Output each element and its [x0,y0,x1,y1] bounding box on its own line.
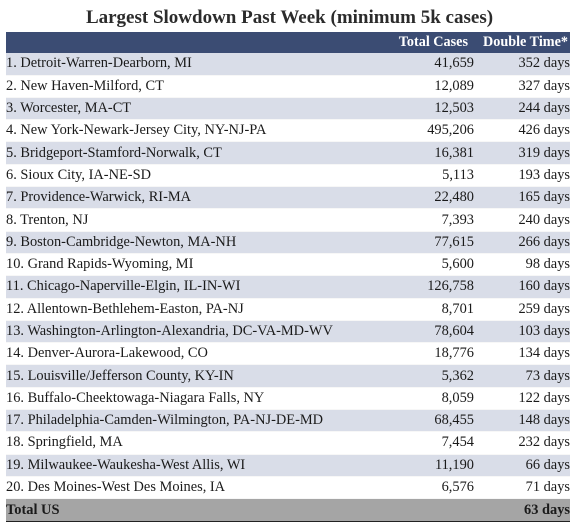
double-time-cell: 259 days [474,298,570,320]
total-cases-cell: 16,381 [380,142,474,164]
table-title: Largest Slowdown Past Week (minimum 5k c… [85,7,494,28]
double-time-cell: 134 days [474,343,570,365]
total-cases-cell: 11,190 [380,454,474,476]
table-row: 10. Grand Rapids-Wyoming, MI 5,600 98 days [6,253,570,276]
table-row: 18. Springfield, MA 7,454 232 days [6,431,570,455]
metro-name-cell: 5. Bridgeport-Stamford-Norwalk, CT [6,142,380,164]
total-cases-cell: 68,455 [380,410,474,432]
table-row: 15. Louisville/Jefferson County, KY-IN 5,… [6,364,570,388]
table-row: 2. New Haven-Milford, CT 12,089 327 days [6,75,570,98]
table-row: 13. Washington-Arlington-Alexandria, DC-… [6,320,570,343]
total-cases-cell: 41,659 [380,53,474,75]
slowdown-table: Total Cases Double Time* 1. Detroit-Warr… [6,32,570,522]
double-time-cell: 327 days [474,75,570,97]
double-time-cell: 352 days [474,53,570,75]
double-time-cell: 71 days [474,476,570,498]
table-row: 14. Denver-Aurora-Lakewood, CO 18,776 134 … [6,342,570,365]
metro-name-cell: 3. Worcester, MA-CT [6,97,380,119]
double-time-cell: 148 days [474,410,570,432]
double-time-cell: 98 days [474,253,570,275]
metro-name-cell: 4. New York-Newark-Jersey City, NY-NJ-PA [6,120,380,142]
table-row: 7. Providence-Warwick, RI-MA 22,480 165 da… [6,186,570,209]
metro-name-cell: 17. Philadelphia-Camden-Wilmington, PA-N… [6,410,380,432]
metro-name-cell: 6. Sioux City, IA-NE-SD [6,164,380,186]
metro-name-cell: 16. Buffalo-Cheektowaga-Niagara Falls, N… [6,387,380,409]
metro-name-cell: 14. Denver-Aurora-Lakewood, CO [6,343,380,365]
double-time-cell: 165 days [474,187,570,209]
total-cases-cell: 77,615 [380,231,474,253]
double-time-cell: 66 days [474,454,570,476]
total-cases-cell: 495,206 [380,120,474,142]
double-time-cell: 193 days [474,164,570,186]
total-cases-cell: 12,089 [380,75,474,97]
double-time-cell: 73 days [474,365,570,387]
table-row: 6. Sioux City, IA-NE-SD 5,113 193 days [6,164,570,187]
double-time-cell: 122 days [474,387,570,409]
metro-name-cell: 19. Milwaukee-Waukesha-West Allis, WI [6,454,380,476]
column-header-metro [6,32,380,53]
double-time-cell: 319 days [474,142,570,164]
total-cases-cell: 22,480 [380,187,474,209]
table-row: 11. Chicago-Naperville-Elgin, IL-IN-WI 12… [6,275,570,299]
metro-name-cell: 11. Chicago-Naperville-Elgin, IL-IN-WI [6,276,380,298]
metro-name-cell: 20. Des Moines-West Des Moines, IA [6,476,380,498]
table-row: 4. New York-Newark-Jersey City, NY-NJ-PA… [6,119,570,142]
header-row: Total Cases Double Time* [6,32,570,54]
metro-name-cell: 1. Detroit-Warren-Dearborn, MI [6,53,380,75]
total-cases-cell: 12,503 [380,97,474,119]
total-cases-cell: 5,113 [380,164,474,186]
total-label: Total US [6,498,380,522]
total-cases-cell: 78,604 [380,320,474,342]
metro-name-cell: 8. Trenton, NJ [6,209,380,231]
column-header-total-cases: Total Cases [398,34,468,51]
table-row: 9. Boston-Cambridge-Newton, MA-NH 77,615 2… [6,231,570,254]
double-time-cell: 240 days [474,209,570,231]
table-row: 16. Buffalo-Cheektowaga-Niagara Falls, N… [6,387,570,410]
metro-name-cell: 18. Springfield, MA [6,432,380,454]
total-cases-cell: 8,701 [380,298,474,320]
double-time-cell: 232 days [474,432,570,454]
total-cases-cell: 5,362 [380,365,474,387]
total-cases-cell: 7,393 [380,209,474,231]
total-cases-cell: 5,600 [380,253,474,275]
double-time-cell: 244 days [474,97,570,119]
table-row: 17. Philadelphia-Camden-Wilmington, PA-N… [6,409,570,432]
total-cases-cell: 6,576 [380,476,474,498]
metro-name-cell: 9. Boston-Cambridge-Newton, MA-NH [6,231,380,253]
table-row: 8. Trenton, NJ 7,393 240 days [6,208,570,232]
table-row: 3. Worcester, MA-CT 12,503 244 days [6,97,570,120]
metro-name-cell: 10. Grand Rapids-Wyoming, MI [6,253,380,275]
metro-name-cell: 2. New Haven-Milford, CT [6,75,380,97]
table-row: 5. Bridgeport-Stamford-Norwalk, CT 16,381… [6,141,570,165]
total-cases-cell: 8,059 [380,387,474,409]
table-row: 12. Allentown-Bethlehem-Easton, PA-NJ 8,7… [6,298,570,321]
metro-name-cell: 7. Providence-Warwick, RI-MA [6,187,380,209]
metro-name-cell: 12. Allentown-Bethlehem-Easton, PA-NJ [6,298,380,320]
double-time-cell: 160 days [474,276,570,298]
total-cases-cell: 7,454 [380,432,474,454]
double-time-cell: 426 days [474,120,570,142]
column-header-double-time: Double Time* [482,34,568,51]
metro-name-cell: 13. Washington-Arlington-Alexandria, DC-… [6,320,380,342]
table-row: 19. Milwaukee-Waukesha-West Allis, WI 11,… [6,454,570,477]
metro-name-cell: 15. Louisville/Jefferson County, KY-IN [6,365,380,387]
double-time-cell: 266 days [474,231,570,253]
total-row: Total US 63 days [6,498,570,522]
table-row: 20. Des Moines-West Des Moines, IA 6,576 7… [6,476,570,499]
total-cases [380,498,474,522]
table-body: 1. Detroit-Warren-Dearborn, MI 41,659 352 … [6,53,570,499]
total-cases-cell: 126,758 [380,276,474,298]
total-cases-cell: 18,776 [380,343,474,365]
table-row: 1. Detroit-Warren-Dearborn, MI 41,659 352 … [6,53,570,76]
total-double-time: 63 days [474,498,570,522]
double-time-cell: 103 days [474,320,570,342]
